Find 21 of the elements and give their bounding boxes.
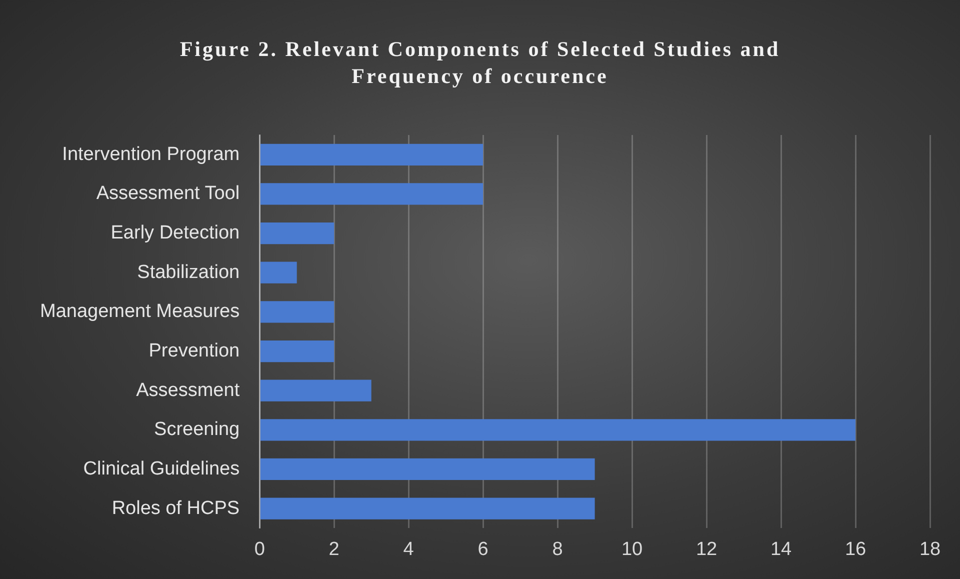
- x-tick-label: 12: [696, 538, 718, 560]
- y-tick-label: Stabilization: [137, 262, 240, 283]
- y-tick-label: Screening: [154, 419, 240, 440]
- x-tick-label: 6: [478, 538, 488, 560]
- chart-title: Figure 2. Relevant Components of Selected Studies and Frequency of occurence: [178, 36, 782, 90]
- x-tick-label: 8: [552, 538, 563, 560]
- y-tick-label: Early Detection: [110, 222, 240, 244]
- y-tick-label: Prevention: [148, 340, 240, 362]
- x-tick-label: 18: [919, 538, 941, 560]
- x-tick-label: 4: [403, 538, 414, 560]
- y-tick-label: Assessment Tool: [96, 183, 240, 204]
- y-tick-label: Assessment: [136, 380, 240, 401]
- x-tick-label: 2: [328, 538, 340, 560]
- x-tick-label: 16: [844, 538, 866, 560]
- y-tick-label: Clinical Guidelines: [83, 458, 240, 480]
- y-tick-label: Roles of HCPS: [112, 498, 240, 519]
- x-tick-label: 0: [254, 538, 265, 560]
- y-tick-label: Management Measures: [40, 301, 240, 322]
- x-tick-label: 14: [770, 538, 792, 560]
- y-tick-label: Intervention Program: [62, 144, 240, 165]
- x-tick-label: 10: [621, 538, 643, 560]
